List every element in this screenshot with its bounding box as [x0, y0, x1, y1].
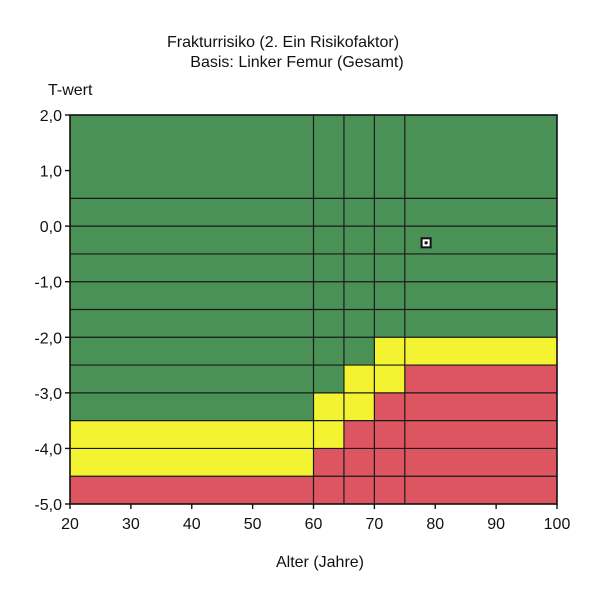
risk-region-high-8: [343, 420, 375, 504]
y-tick-label-1: 1,0: [40, 164, 62, 181]
x-tick-label-0: 20: [61, 516, 79, 533]
y-axis-title: T-wert: [48, 82, 93, 99]
patient-data-point-0: [420, 237, 432, 249]
x-tick-label-1: 30: [122, 516, 140, 533]
grid-lines: [70, 115, 557, 504]
chart-title-line1: Frakturrisiko (2. Ein Risikofaktor): [167, 34, 399, 51]
x-tick-label-8: 100: [544, 516, 571, 533]
patient-points: [420, 237, 432, 249]
x-tick-label-3: 50: [244, 516, 262, 533]
y-tick-label-2: 0,0: [40, 219, 62, 236]
x-tick-label-5: 70: [365, 516, 383, 533]
y-tick-label-7: -5,0: [34, 497, 62, 514]
y-tick-label-6: -4,0: [34, 441, 62, 458]
x-tick-label-7: 90: [487, 516, 505, 533]
y-tick-label-0: 2,0: [40, 108, 62, 125]
risk-region-medium-13: [404, 337, 557, 366]
x-tick-label-4: 60: [305, 516, 323, 533]
axes: 2,0 1,0 0,0 -1,0 -2,0 -3,0 -4,0 -5,0 20 30 40 50 60 7…: [34, 108, 570, 533]
x-axis-title: Alter (Jahre): [276, 554, 364, 571]
y-tick-label-4: -2,0: [34, 330, 62, 347]
x-tick-label-6: 80: [426, 516, 444, 533]
x-tick-label-2: 40: [183, 516, 201, 533]
risk-region-high-2: [70, 476, 314, 504]
risk-region-low-6: [343, 115, 375, 366]
risk-region-high-14: [404, 365, 557, 504]
risk-region-low-0: [70, 115, 314, 421]
chart-title-line2: Basis: Linker Femur (Gesamt): [190, 54, 403, 71]
y-tick-label-3: -1,0: [34, 275, 62, 292]
y-tick-label-5: -3,0: [34, 386, 62, 403]
